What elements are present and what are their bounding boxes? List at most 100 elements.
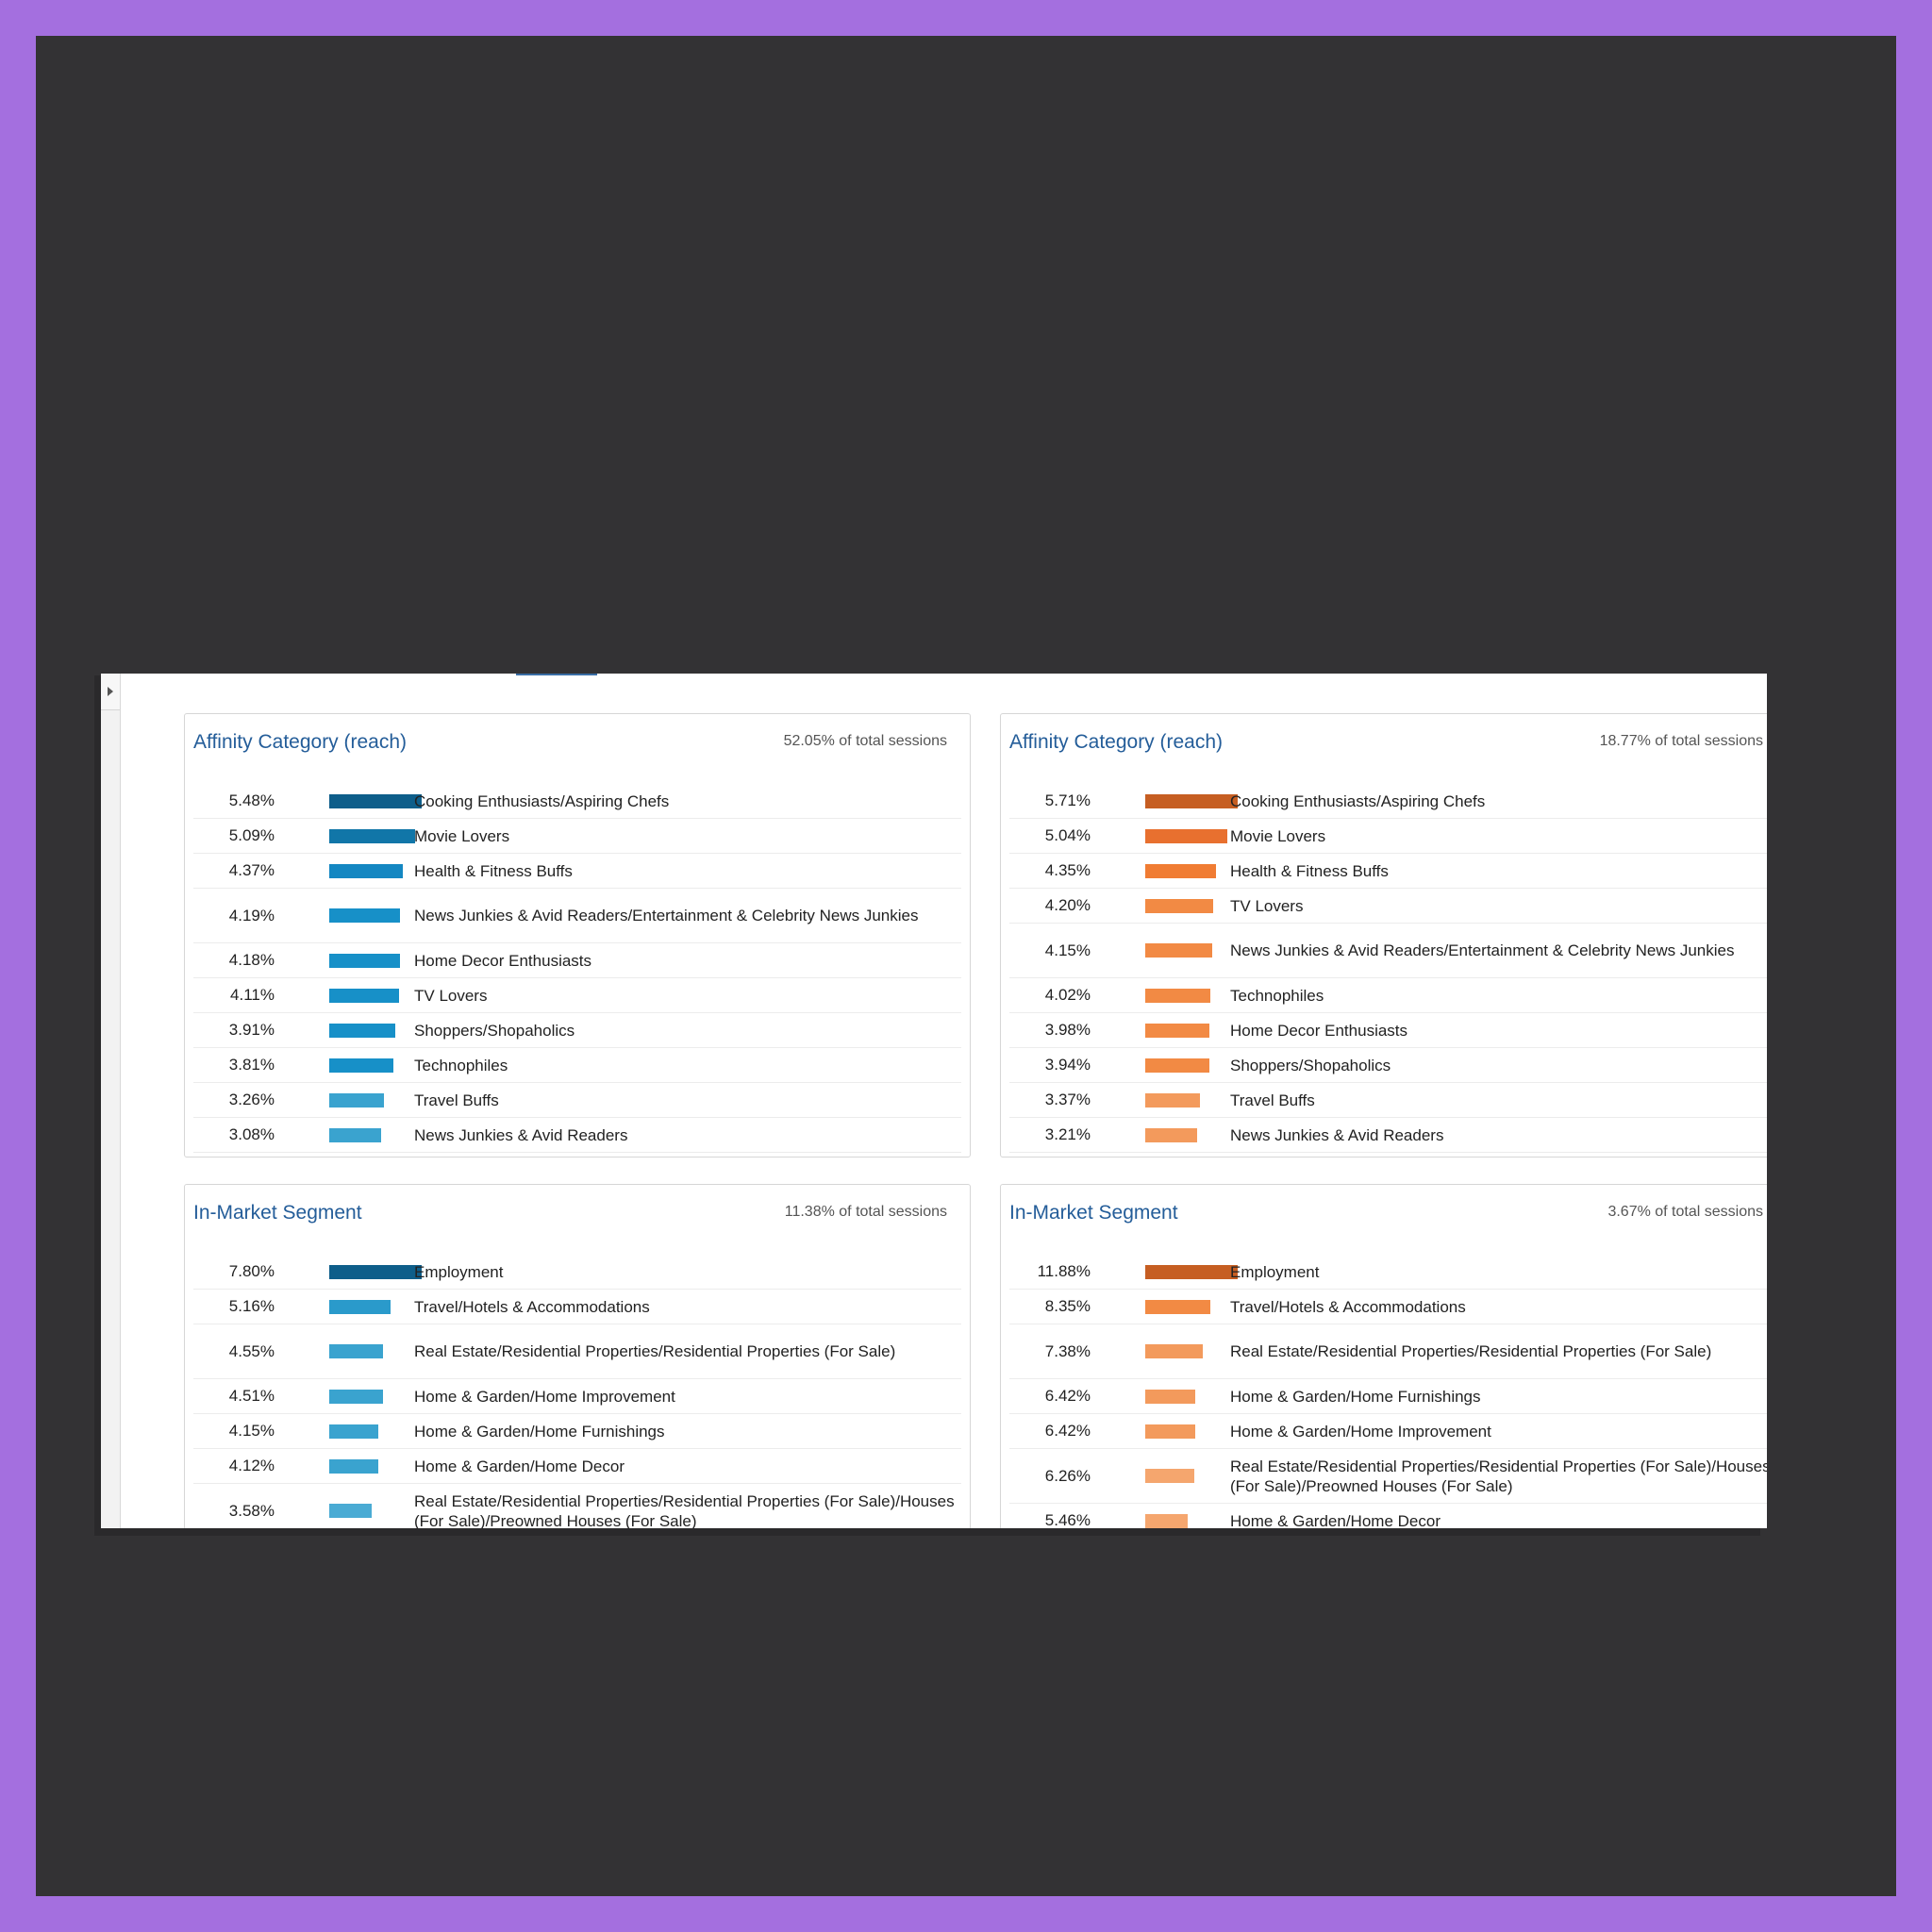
segment-row: 4.02% Technophiles [1009, 978, 1767, 1013]
segment-row: 4.35% Health & Fitness Buffs [1009, 854, 1767, 889]
segment-label: Cooking Enthusiasts/Aspiring Chefs [1230, 791, 1486, 810]
segment-label: News Junkies & Avid Readers [1230, 1125, 1444, 1144]
segment-percent: 3.98% [1044, 1021, 1091, 1039]
segment-label: Health & Fitness Buffs [414, 861, 573, 880]
segment-bar [1145, 1264, 1238, 1279]
segment-row: 4.55% Real Estate/Residential Properties/… [193, 1324, 961, 1379]
bar-cell [1091, 793, 1238, 808]
segment-percent: 3.94% [1044, 1056, 1091, 1074]
segment-label: Home & Garden/Home Improvement [414, 1387, 675, 1406]
segment-row: 3.26% Travel Buffs [193, 1083, 961, 1118]
segment-row: 3.94% Shoppers/Shopaholics [1009, 1048, 1767, 1083]
segment-percent: 4.35% [1044, 861, 1091, 879]
segment-rows: 5.71% Cooking Enthusiasts/Aspiring Chefs 5… [1009, 784, 1767, 1153]
segment-label: Home & Garden/Home Furnishings [1230, 1387, 1481, 1406]
bar-cell [275, 1504, 414, 1518]
segment-bar [329, 1424, 378, 1439]
segment-row: 8.35% Travel/Hotels & Accommodations [1009, 1290, 1767, 1324]
segment-percent: 6.42% [1044, 1422, 1091, 1440]
side-rail [101, 674, 121, 1528]
segment-label: Real Estate/Residential Properties/Resid… [414, 1491, 955, 1529]
segment-bar [329, 1092, 384, 1108]
bar-cell [275, 908, 414, 923]
bar-cell [275, 793, 422, 808]
segment-bar [329, 1127, 381, 1142]
segment-row: 6.42% Home & Garden/Home Improvement [1009, 1414, 1767, 1449]
bar-cell [275, 1344, 414, 1358]
segment-percent: 8.35% [1044, 1297, 1091, 1315]
segment-bar [1145, 1469, 1194, 1483]
segment-bar [1145, 863, 1216, 878]
affinity-category-card-left: Affinity Category (reach) 52.05% of tota… [184, 713, 971, 1158]
bar-cell [275, 1092, 414, 1108]
segment-rows: 5.48% Cooking Enthusiasts/Aspiring Chefs 5… [193, 784, 961, 1153]
segment-row: 4.12% Home & Garden/Home Decor [193, 1449, 961, 1484]
segment-bar [329, 908, 400, 923]
segment-bar [1145, 1389, 1195, 1404]
segment-label: Home & Garden/Home Improvement [1230, 1422, 1491, 1441]
segment-label: News Junkies & Avid Readers/Entertainmen… [414, 907, 919, 924]
segment-percent: 6.42% [1044, 1387, 1091, 1405]
card-title[interactable]: In-Market Segment [193, 1202, 362, 1224]
bar-cell [275, 1023, 414, 1038]
bar-cell [275, 1058, 414, 1073]
segment-percent: 11.88% [1037, 1262, 1091, 1280]
affinity-category-card-right: Affinity Category (reach) 18.77% of tota… [1000, 713, 1767, 1158]
card-title[interactable]: Affinity Category (reach) [1009, 731, 1224, 753]
segment-bar [329, 988, 399, 1003]
bar-cell [275, 863, 414, 878]
segment-label: Movie Lovers [414, 826, 510, 845]
segment-label: Employment [1230, 1262, 1320, 1281]
segment-bar [1145, 1299, 1210, 1314]
expand-rail-toggle[interactable] [101, 674, 120, 710]
segment-percent: 5.16% [228, 1297, 275, 1315]
segment-percent: 7.80% [228, 1262, 275, 1280]
segment-percent: 5.71% [1044, 791, 1091, 809]
segment-label: Real Estate/Residential Properties/Resid… [414, 1342, 896, 1360]
segment-row: 5.16% Travel/Hotels & Accommodations [193, 1290, 961, 1324]
card-title[interactable]: In-Market Segment [1009, 1202, 1178, 1224]
caret-right-icon [108, 687, 113, 696]
segment-bar [329, 1458, 378, 1474]
segment-row: 5.46% Home & Garden/Home Decor [1009, 1504, 1767, 1528]
segment-bar [329, 1058, 393, 1073]
bar-cell [1091, 1424, 1230, 1439]
segment-row: 4.15% News Junkies & Avid Readers/Enterta… [1009, 924, 1767, 978]
segment-row: 6.26% Real Estate/Residential Properties/… [1009, 1449, 1767, 1504]
segment-label: TV Lovers [1230, 896, 1304, 915]
segment-percent: 4.15% [228, 1422, 275, 1440]
segment-label: Cooking Enthusiasts/Aspiring Chefs [414, 791, 670, 810]
segment-percent: 3.81% [228, 1056, 275, 1074]
segment-row: 3.21% News Junkies & Avid Readers [1009, 1118, 1767, 1153]
segment-label: Home & Garden/Home Furnishings [414, 1422, 665, 1441]
segment-bar [329, 1389, 383, 1404]
segment-row: 3.58% Real Estate/Residential Properties/… [193, 1484, 961, 1529]
card-title[interactable]: Affinity Category (reach) [193, 731, 408, 753]
segment-label: Travel Buffs [1230, 1091, 1315, 1109]
segment-row: 5.09% Movie Lovers [193, 819, 961, 854]
segment-bar [1145, 943, 1212, 958]
audience-report-panel: Affinity Category (reach) 52.05% of tota… [101, 674, 1767, 1528]
segment-row: 3.91% Shoppers/Shopaholics [193, 1013, 961, 1048]
segment-label: Home & Garden/Home Decor [1230, 1511, 1441, 1529]
segment-percent: 5.48% [228, 791, 275, 809]
bar-cell [1091, 1389, 1230, 1404]
segment-row: 3.81% Technophiles [193, 1048, 961, 1083]
segment-label: Travel Buffs [414, 1091, 499, 1109]
bar-cell [1091, 1264, 1238, 1279]
segment-percent: 5.46% [1044, 1511, 1091, 1528]
bar-cell [275, 1424, 414, 1439]
segment-row: 4.15% Home & Garden/Home Furnishings [193, 1414, 961, 1449]
segment-bar [329, 863, 403, 878]
segment-percent: 5.09% [228, 826, 275, 844]
segment-label: Home Decor Enthusiasts [414, 951, 592, 970]
segment-label: Technophiles [1230, 986, 1324, 1005]
segment-bar [1145, 1127, 1197, 1142]
segment-label: Shoppers/Shopaholics [1230, 1056, 1391, 1074]
segment-bar [1145, 988, 1210, 1003]
segment-percent: 4.02% [1044, 986, 1091, 1004]
bar-cell [275, 1299, 414, 1314]
segment-percent: 4.20% [1044, 896, 1091, 914]
segment-row: 7.38% Real Estate/Residential Properties/… [1009, 1324, 1767, 1379]
segment-label: Real Estate/Residential Properties/Resid… [1230, 1342, 1712, 1360]
